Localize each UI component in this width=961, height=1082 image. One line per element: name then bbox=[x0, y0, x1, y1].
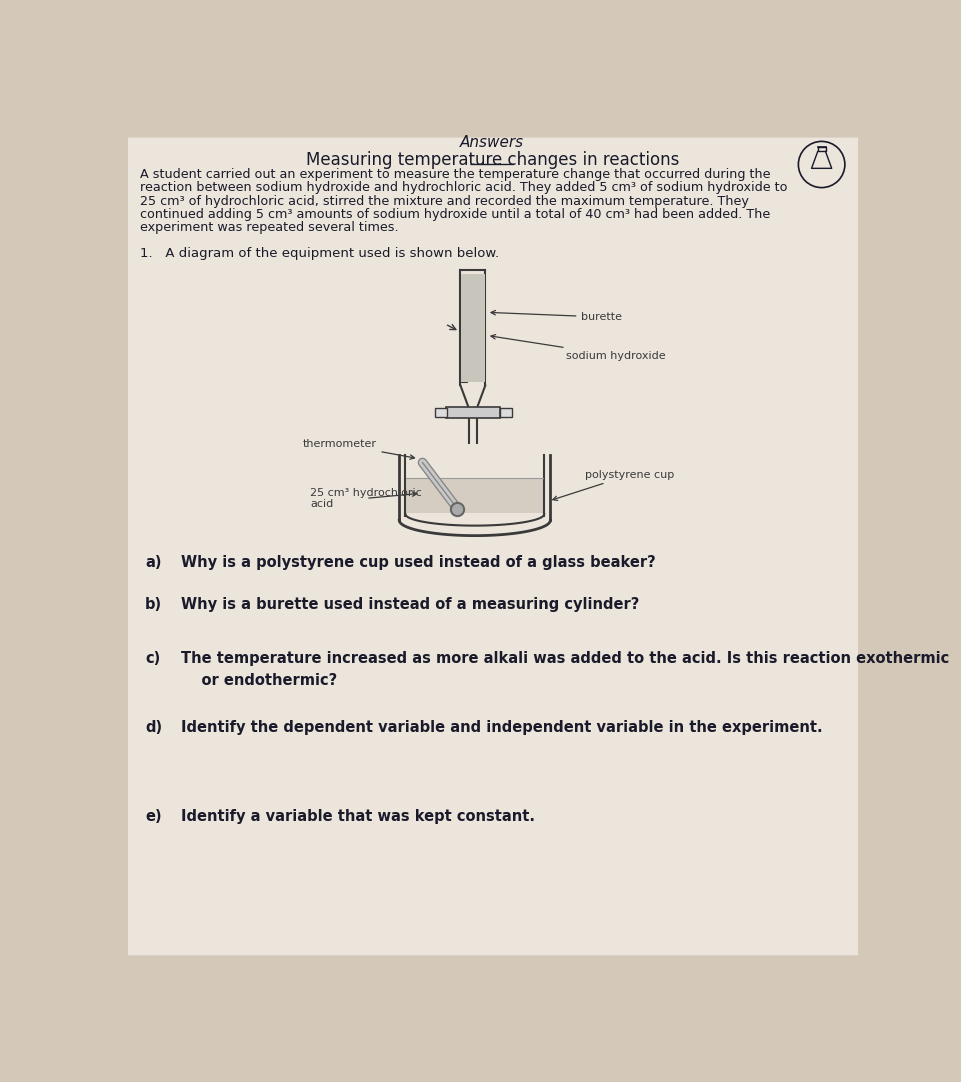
Text: reaction between sodium hydroxide and hydrochloric acid. They added 5 cm³ of sod: reaction between sodium hydroxide and hy… bbox=[139, 182, 786, 195]
Text: e): e) bbox=[145, 809, 161, 824]
Bar bbox=[445, 407, 500, 418]
Text: The temperature increased as more alkali was added to the acid. Is this reaction: The temperature increased as more alkali… bbox=[181, 651, 948, 688]
Text: experiment was repeated several times.: experiment was repeated several times. bbox=[139, 221, 398, 234]
Text: continued adding 5 cm³ amounts of sodium hydroxide until a total of 40 cm³ had b: continued adding 5 cm³ amounts of sodium… bbox=[139, 208, 769, 221]
Text: Why is a burette used instead of a measuring cylinder?: Why is a burette used instead of a measu… bbox=[181, 597, 638, 612]
FancyBboxPatch shape bbox=[128, 137, 857, 955]
Text: 25 cm³ hydrochloric
acid: 25 cm³ hydrochloric acid bbox=[309, 488, 422, 510]
Text: polystyrene cup: polystyrene cup bbox=[553, 470, 674, 501]
Polygon shape bbox=[406, 478, 543, 513]
Text: d): d) bbox=[145, 721, 162, 736]
Text: 25 cm³ of hydrochloric acid, stirred the mixture and recorded the maximum temper: 25 cm³ of hydrochloric acid, stirred the… bbox=[139, 195, 748, 208]
Text: Identify a variable that was kept constant.: Identify a variable that was kept consta… bbox=[181, 809, 534, 824]
Bar bbox=[434, 408, 446, 417]
Text: a): a) bbox=[145, 555, 161, 570]
Text: A student carried out an experiment to measure the temperature change that occur: A student carried out an experiment to m… bbox=[139, 169, 770, 182]
Bar bbox=[500, 408, 511, 417]
Text: thermometer: thermometer bbox=[302, 439, 414, 459]
Text: Identify the dependent variable and independent variable in the experiment.: Identify the dependent variable and inde… bbox=[181, 721, 822, 736]
Bar bbox=[460, 274, 484, 382]
Text: Measuring temperature changes in reactions: Measuring temperature changes in reactio… bbox=[306, 150, 678, 169]
Text: Answers: Answers bbox=[459, 135, 524, 150]
Text: Why is a polystyrene cup used instead of a glass beaker?: Why is a polystyrene cup used instead of… bbox=[181, 555, 654, 570]
Text: b): b) bbox=[145, 597, 162, 612]
Text: 1.   A diagram of the equipment used is shown below.: 1. A diagram of the equipment used is sh… bbox=[139, 247, 498, 260]
Text: sodium hydroxide: sodium hydroxide bbox=[490, 334, 665, 360]
Text: c): c) bbox=[145, 651, 160, 667]
Text: burette: burette bbox=[490, 311, 622, 322]
